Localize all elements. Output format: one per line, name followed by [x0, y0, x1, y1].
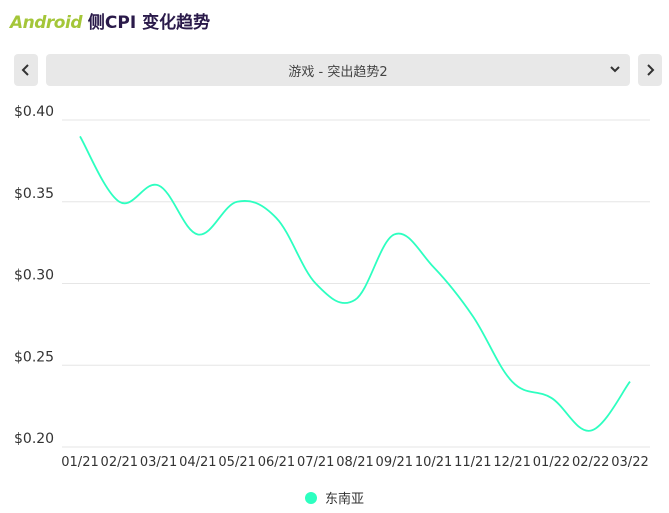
x-tick-label: 05/21 [218, 455, 255, 470]
chevron-down-icon [610, 66, 620, 73]
x-tick-label: 07/21 [297, 455, 334, 470]
gridlines [62, 119, 650, 448]
category-select[interactable]: 游戏 - 突出趋势2 [46, 54, 630, 86]
x-tick-label: 10/21 [415, 455, 452, 470]
x-tick-label: 11/21 [454, 455, 491, 470]
x-tick-label: 12/21 [493, 455, 530, 470]
chart-title: Android 侧CPI 变化趋势 [10, 8, 210, 33]
chevron-right-icon [647, 64, 655, 76]
x-tick-label: 02/22 [572, 455, 609, 470]
y-tick-label: $0.40 [14, 104, 54, 120]
legend-swatch [304, 491, 317, 504]
series-line-southeast-asia [79, 135, 631, 432]
previous-button[interactable] [14, 54, 38, 86]
x-tick-label: 02/21 [101, 455, 138, 470]
chevron-left-icon [21, 64, 29, 76]
category-select-value: 游戏 - 突出趋势2 [288, 64, 388, 80]
next-button[interactable] [638, 54, 662, 86]
brand-label: Android [10, 13, 83, 33]
x-tick-label: 08/21 [336, 455, 373, 470]
x-tick-label: 01/22 [533, 455, 570, 470]
x-tick-label: 09/21 [376, 455, 413, 470]
legend-label: 东南亚 [324, 492, 364, 507]
x-tick-label: 04/21 [179, 455, 216, 470]
title-label: 侧CPI 变化趋势 [82, 13, 211, 33]
y-axis-ticks: $0.40 $0.35 $0.30 $0.25 $0.20 [14, 104, 54, 447]
x-tick-label: 03/21 [140, 455, 177, 470]
legend: 东南亚 [0, 488, 669, 507]
y-tick-label: $0.35 [14, 186, 54, 202]
x-tick-label: 01/21 [61, 455, 98, 470]
x-tick-label: 03/22 [611, 455, 648, 470]
x-axis-ticks: 01/21 02/21 03/21 04/21 05/21 06/21 07/21 08/21… [61, 455, 648, 470]
y-tick-label: $0.20 [14, 431, 54, 447]
y-tick-label: $0.30 [14, 268, 54, 284]
y-tick-label: $0.25 [14, 349, 54, 365]
x-tick-label: 06/21 [258, 455, 295, 470]
